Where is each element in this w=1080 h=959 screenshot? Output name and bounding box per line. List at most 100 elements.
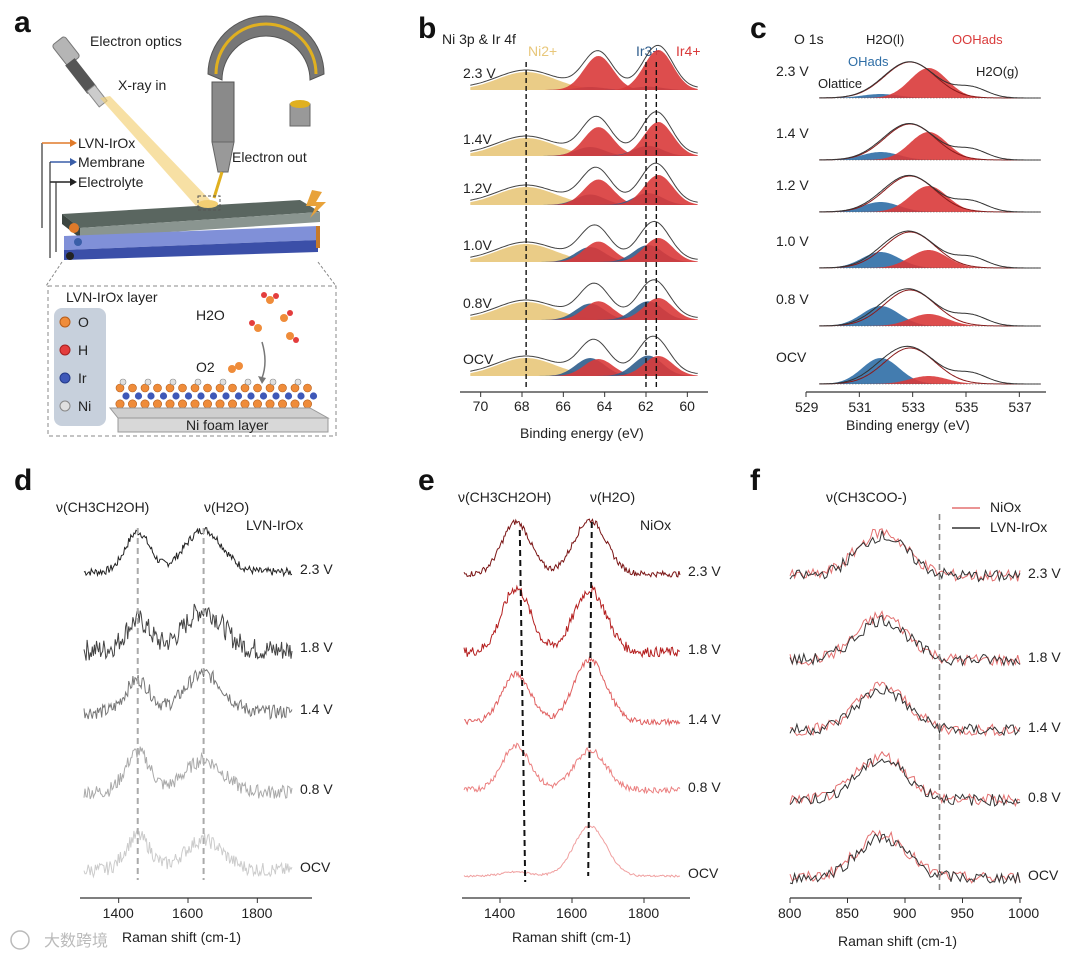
- panel-f-xlabel: Raman shift (cm-1): [838, 933, 957, 949]
- legend-electrolyte: Electrolyte: [78, 174, 144, 190]
- lattice-ni-atom: [219, 378, 227, 386]
- fit-envelope: [470, 279, 698, 318]
- panel-d-ticks: 1400 1600 1800: [103, 898, 273, 921]
- panel-d: d ν(CH3CH2OH) ν(H2O) LVN-IrOx 2.3 V 1.8 V…: [14, 464, 333, 945]
- lattice-ir-atom: [297, 392, 305, 400]
- fit-envelope: [819, 123, 1041, 161]
- lattice-ir-atom: [209, 392, 218, 400]
- raman-row-label: 1.8 V: [688, 641, 721, 657]
- lattice-o-atom: [277, 399, 287, 409]
- electron-out-label: Electron out: [232, 149, 307, 165]
- panel-e-spectra: 2.3 V 1.8 V 1.4 V 0.8 V OCV: [463, 518, 721, 883]
- lattice-o-atom: [115, 383, 125, 393]
- ni2-component: [470, 244, 698, 262]
- panel-b-row-label: 0.8V: [463, 295, 492, 311]
- panel-b-xlabel: Binding energy (eV): [520, 425, 644, 441]
- lattice-o-atom: [203, 399, 213, 409]
- fit-envelope: [470, 220, 698, 260]
- xray-in-label: X-ray in: [118, 77, 166, 93]
- panel-e-tick-label: 1800: [628, 905, 659, 921]
- niox-spectrum: [789, 681, 1021, 737]
- panel-c-tick-label: 537: [1008, 399, 1032, 415]
- lattice-ir-atom: [147, 392, 155, 400]
- panel-f: f ν(CH3COO-) NiOx LVN-IrOx 2.3 V 1.8 V 1.4…: [750, 464, 1061, 949]
- lattice-o-atom: [290, 383, 300, 393]
- lattice-ir-atom: [247, 392, 255, 400]
- atom-legend: O H Ir Ni: [54, 308, 106, 426]
- panel-c-tick-label: 531: [848, 399, 872, 415]
- lattice-o-atom: [253, 399, 263, 409]
- lattice-o-atom: [240, 383, 250, 393]
- ni2-component: [470, 72, 698, 90]
- lattice-ir-atom: [172, 392, 180, 400]
- panel-b-title: Ni 3p & Ir 4f: [442, 31, 516, 47]
- panel-f-band: ν(CH3COO-): [826, 489, 907, 505]
- panel-b-row-label: 1.4V: [463, 131, 492, 147]
- panel-d-tick-label: 1600: [172, 905, 203, 921]
- ir4-component: [470, 356, 698, 376]
- fit-envelope: [819, 230, 1041, 269]
- raman-row-label: 1.8 V: [1028, 649, 1061, 665]
- panel-b-spectra: 2.3 V 1.4V 1.2V 1.0V 0.8V OCV: [463, 44, 698, 388]
- panel-b-tick-label: 60: [679, 398, 695, 414]
- niox-spectrum: [789, 528, 1021, 582]
- lattice-o-atom: [278, 383, 287, 393]
- lattice-o-atom: [128, 383, 137, 393]
- panel-b-tick-label: 66: [555, 398, 571, 414]
- panel-c-row-label: 0.8 V: [776, 291, 809, 307]
- raman-spectrum: [83, 746, 293, 800]
- panel-a-label: a: [14, 6, 31, 39]
- ooh-component: [819, 186, 1041, 212]
- panel-c-row-label: OCV: [776, 349, 807, 365]
- h2o-label: H2O: [196, 307, 225, 323]
- panel-b-row-label: 2.3 V: [463, 65, 496, 81]
- species-oh: OHads: [848, 54, 889, 69]
- panel-e-band1: ν(CH3CH2OH): [458, 489, 551, 505]
- raman-row-label: OCV: [300, 859, 331, 875]
- panel-e-label: e: [418, 464, 435, 497]
- oh-component: [819, 358, 1041, 384]
- lattice-ir-atom: [234, 392, 243, 400]
- raman-row-label: 1.4 V: [1028, 719, 1061, 735]
- lattice-ir-atom: [259, 392, 268, 400]
- panel-c-tick-label: 535: [955, 399, 979, 415]
- lattice-o-atom: [253, 383, 262, 393]
- lattice-o-atom: [265, 399, 275, 409]
- cell-stack: [62, 190, 326, 260]
- lvn-spectrum: [789, 530, 1021, 583]
- oh-component: [819, 252, 1041, 268]
- legend-niox: NiOx: [990, 499, 1021, 515]
- raman-row-label: 2.3 V: [688, 563, 721, 579]
- lattice-ir-atom: [184, 392, 193, 400]
- ir4-component: [470, 301, 698, 320]
- ir4-component: [470, 50, 698, 90]
- atom-ir-label: Ir: [78, 370, 87, 386]
- panel-b-tick-label: 64: [597, 398, 613, 414]
- layer-title: LVN-IrOx layer: [66, 289, 158, 305]
- lattice-ni-atom: [144, 378, 152, 386]
- lattice-ir-atom: [309, 392, 318, 400]
- ooh-component: [819, 68, 1041, 98]
- ir4-component: [470, 175, 698, 205]
- raman-spectrum: [83, 603, 293, 661]
- lattice-o-atom: [165, 399, 175, 409]
- panel-d-label: d: [14, 464, 32, 497]
- watermark-text: 大数跨境: [44, 931, 108, 950]
- lattice-ir-atom: [272, 392, 280, 400]
- panel-b-row-label: 1.0V: [463, 237, 492, 253]
- panel-b-tick-label: 70: [473, 398, 489, 414]
- ni2-component: [470, 302, 698, 320]
- lattice-o-atom: [240, 399, 250, 409]
- raman-spectrum: [463, 518, 681, 579]
- ooh-component: [819, 132, 1041, 160]
- ir4-component: [470, 241, 698, 262]
- species-ooh: OOHads: [952, 32, 1003, 47]
- panel-d-tick-label: 1800: [241, 905, 272, 921]
- lattice-o-atom: [228, 399, 238, 409]
- lattice-ir-atom: [222, 392, 230, 400]
- lattice-ni-atom: [244, 378, 252, 386]
- panel-b-label: b: [418, 12, 436, 45]
- atom-ni-label: Ni: [78, 398, 91, 414]
- ooh-component: [819, 376, 1041, 384]
- raman-spectrum: [83, 668, 293, 721]
